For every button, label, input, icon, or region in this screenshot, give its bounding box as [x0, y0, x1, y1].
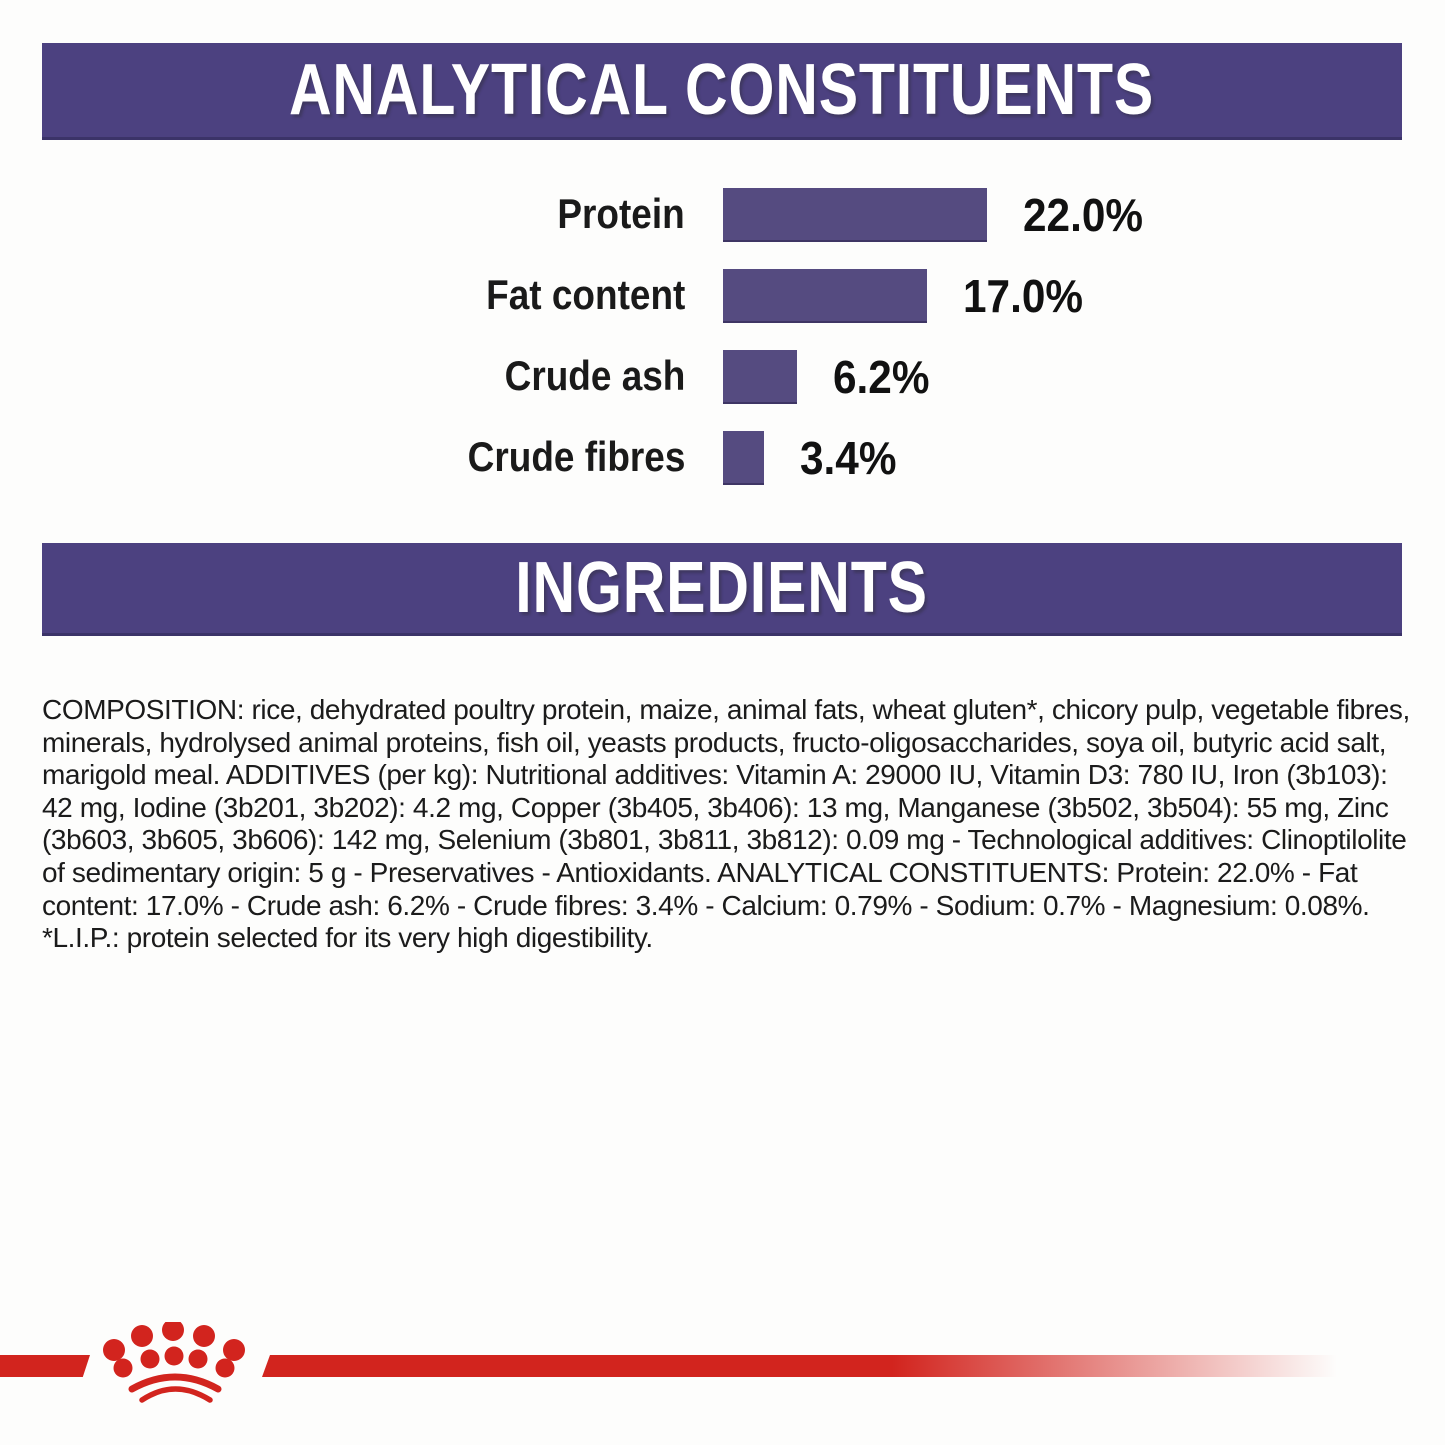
ingredients-title: INGREDIENTS: [515, 548, 929, 628]
brand-red-line-left: [0, 1355, 90, 1377]
chart-bar: [723, 269, 927, 323]
chart-row-crude-fibres: Crude fibres 3.4%: [0, 431, 1445, 485]
composition-text: COMPOSITION: rice, dehydrated poultry pr…: [42, 694, 1410, 954]
chart-category-label: Protein: [557, 190, 685, 237]
chart-value-label: 3.4%: [800, 432, 897, 484]
chart-row-protein: Protein 22.0%: [0, 188, 1445, 242]
chart-row-crude-ash: Crude ash 6.2%: [0, 350, 1445, 404]
analytical-constituents-title: ANALYTICAL CONSTITUENTS: [289, 50, 1155, 130]
analytical-chart: Protein 22.0% Fat content 17.0% Crude ash 6.2…: [0, 0, 1445, 540]
chart-value-label: 22.0%: [1023, 189, 1144, 241]
chart-category-label: Crude ash: [504, 352, 685, 399]
chart-category-label: Crude fibres: [467, 433, 685, 480]
chart-value-label: 17.0%: [963, 270, 1084, 322]
analytical-constituents-banner: ANALYTICAL CONSTITUENTS: [42, 43, 1402, 140]
chart-category-label: Fat content: [485, 271, 685, 318]
royal-canin-crown-icon: [103, 1322, 245, 1403]
chart-bar: [723, 188, 987, 242]
chart-row-fat-content: Fat content 17.0%: [0, 269, 1445, 323]
ingredients-banner: INGREDIENTS: [42, 543, 1402, 636]
chart-value-label: 6.2%: [833, 351, 930, 403]
brand-red-line-right: [262, 1355, 1348, 1377]
chart-bar: [723, 431, 764, 485]
chart-bar: [723, 350, 797, 404]
